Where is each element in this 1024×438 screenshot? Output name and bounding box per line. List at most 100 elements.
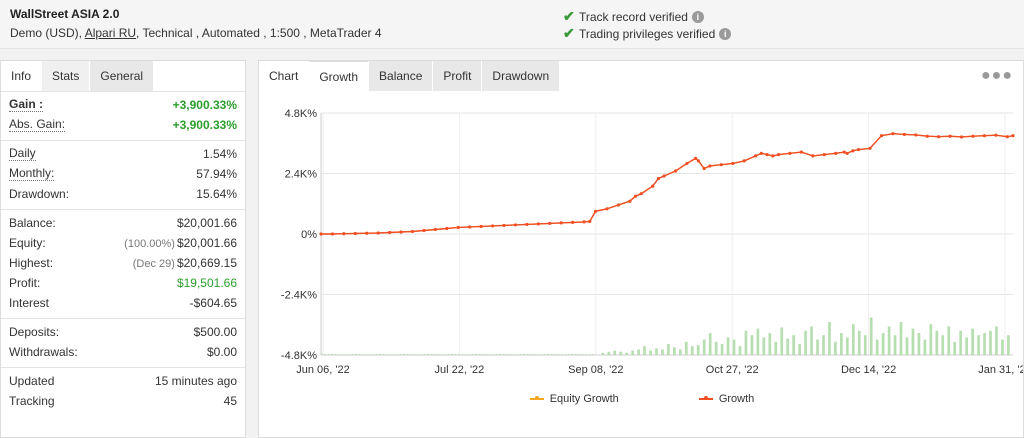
- chart-legend: Equity Growth Growth: [259, 393, 1024, 405]
- volume-bar: [341, 354, 344, 355]
- volume-bar: [581, 354, 584, 355]
- growth-point: [834, 151, 838, 155]
- volume-bar: [857, 330, 861, 355]
- volume-bar: [863, 335, 867, 355]
- growth-point: [388, 230, 392, 235]
- growth-point: [330, 232, 335, 236]
- volume-bar: [420, 354, 423, 355]
- volume-bar: [774, 341, 778, 355]
- daily-label[interactable]: Daily: [9, 146, 36, 161]
- more-options-icon[interactable]: ●●●: [981, 67, 1013, 84]
- gain-group: Gain : +3,900.33% Abs. Gain: +3,900.33%: [1, 91, 245, 140]
- volume-bar: [471, 354, 474, 355]
- volume-bar: [649, 350, 652, 355]
- trading-privileges-label: Trading privileges verified: [579, 26, 716, 41]
- account-details: , Technical , Automated , 1:500 , MetaTr…: [136, 26, 382, 40]
- volume-bar: [828, 322, 831, 355]
- growth-point: [651, 184, 655, 188]
- volume-bar: [526, 354, 529, 355]
- tab-growth[interactable]: Growth: [309, 61, 370, 91]
- volume-bar: [375, 354, 378, 355]
- equity-swatch-icon: [529, 396, 544, 400]
- tab-general[interactable]: General: [90, 61, 155, 91]
- legend-growth[interactable]: Growth: [698, 393, 754, 405]
- equity-percent: (100.00%): [124, 238, 175, 250]
- tab-chart[interactable]: Chart: [259, 61, 310, 91]
- gain-row: Gain : +3,900.33%: [9, 95, 237, 115]
- tab-balance[interactable]: Balance: [369, 61, 434, 91]
- volume-bar: [348, 354, 350, 355]
- monthly-label[interactable]: Monthly:: [9, 166, 55, 181]
- volume-bar: [667, 344, 670, 355]
- volume-bar: [478, 354, 481, 355]
- tracking-label: Tracking: [9, 394, 55, 408]
- chart-panel: Chart Growth Balance Profit Drawdown ●●●…: [258, 60, 1024, 438]
- growth-point: [902, 132, 906, 137]
- highest-label: Highest:: [9, 256, 54, 270]
- growth-point: [588, 219, 592, 223]
- account-header: WallStreet ASIA 2.0 Demo (USD), Alpari R…: [0, 0, 1024, 49]
- volume-bar: [345, 354, 347, 355]
- volume-bar: [475, 354, 477, 355]
- volume-bar: [454, 354, 457, 355]
- volume-bar: [673, 347, 676, 355]
- balance-group: Balance: $20,001.66 Equity: (100.00%) $20…: [1, 209, 245, 318]
- volume-bar: [499, 354, 501, 355]
- deposits-label: Deposits:: [9, 325, 60, 339]
- volume-bar: [492, 354, 495, 355]
- volume-bar: [413, 354, 416, 355]
- rate-group: Daily 1.54% Monthly: 57.94% Drawdown: 15…: [1, 140, 245, 209]
- track-record-verified: ✔ Track record verified i: [563, 8, 704, 25]
- growth-point: [616, 203, 620, 207]
- tracking-row: Tracking 45: [9, 391, 237, 411]
- volume-bar: [437, 354, 440, 355]
- volume-bar: [358, 354, 361, 355]
- growth-point: [1005, 135, 1009, 139]
- abs-gain-row: Abs. Gain: +3,900.33%: [9, 115, 237, 135]
- tab-drawdown[interactable]: Drawdown: [482, 61, 561, 91]
- volume-bar: [516, 354, 519, 355]
- volume-bar: [427, 354, 429, 355]
- volume-bar: [643, 346, 646, 355]
- volume-bar: [506, 354, 508, 355]
- volume-bar: [881, 333, 885, 355]
- growth-point: [410, 229, 415, 234]
- volume-bar: [726, 337, 730, 355]
- volume-bar: [544, 354, 546, 355]
- volume-bar: [732, 339, 736, 355]
- growth-point: [319, 232, 323, 236]
- broker-link[interactable]: Alpari RU: [84, 26, 137, 40]
- growth-point: [868, 146, 872, 150]
- tab-info[interactable]: Info: [1, 61, 43, 91]
- growth-point: [673, 169, 678, 173]
- volume-bar: [458, 354, 460, 355]
- volume-bar: [369, 354, 371, 355]
- volume-bar: [423, 354, 426, 355]
- volume-bar: [768, 333, 772, 355]
- deposits-value: $500.00: [193, 325, 237, 339]
- tab-profit[interactable]: Profit: [433, 61, 483, 91]
- growth-point: [914, 133, 918, 137]
- deposits-group: Deposits: $500.00 Withdrawals: $0.00: [1, 318, 245, 367]
- volume-bar: [679, 349, 682, 355]
- abs-gain-label[interactable]: Abs. Gain:: [9, 117, 66, 132]
- growth-point: [982, 134, 987, 138]
- growth-point: [633, 194, 638, 198]
- volume-bar: [547, 354, 549, 355]
- volume-bar: [887, 326, 891, 355]
- growth-point: [376, 231, 380, 235]
- checkmark-icon: ✔: [563, 25, 575, 41]
- gain-label[interactable]: Gain :: [9, 97, 44, 112]
- info-icon[interactable]: i: [719, 27, 732, 40]
- info-icon[interactable]: i: [691, 10, 704, 23]
- drawdown-row: Drawdown: 15.64%: [9, 184, 237, 204]
- growth-point: [445, 226, 449, 231]
- x-tick-label: Oct 27, '22: [706, 364, 759, 376]
- legend-equity-growth[interactable]: Equity Growth: [529, 393, 619, 405]
- y-tick-label: -4.8K%: [281, 350, 317, 362]
- growth-point: [799, 150, 803, 154]
- tab-stats[interactable]: Stats: [42, 61, 91, 91]
- volume-bar: [965, 337, 968, 355]
- volume-bar: [540, 354, 543, 355]
- volume-bar: [810, 326, 813, 355]
